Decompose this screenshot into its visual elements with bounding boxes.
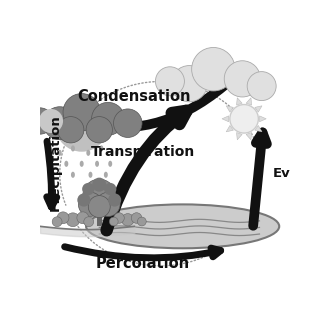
Polygon shape	[260, 116, 266, 122]
Polygon shape	[236, 132, 242, 140]
Circle shape	[82, 183, 94, 195]
Circle shape	[58, 116, 84, 143]
Circle shape	[66, 213, 80, 227]
Polygon shape	[226, 125, 233, 132]
Circle shape	[171, 66, 207, 102]
Circle shape	[109, 217, 118, 226]
Circle shape	[96, 192, 120, 216]
Ellipse shape	[115, 150, 119, 156]
Ellipse shape	[108, 161, 112, 167]
Text: Transpiration: Transpiration	[91, 145, 195, 159]
Ellipse shape	[86, 204, 279, 248]
Polygon shape	[236, 98, 242, 105]
FancyArrowPatch shape	[107, 111, 187, 230]
Circle shape	[92, 102, 124, 135]
Circle shape	[88, 196, 110, 218]
Text: Condensation: Condensation	[78, 89, 191, 104]
FancyArrowPatch shape	[65, 247, 221, 258]
Circle shape	[63, 93, 100, 131]
Circle shape	[104, 183, 116, 195]
Circle shape	[57, 212, 69, 224]
Ellipse shape	[89, 172, 92, 178]
Ellipse shape	[100, 145, 103, 151]
Circle shape	[92, 178, 106, 192]
Circle shape	[77, 212, 89, 224]
Ellipse shape	[71, 172, 75, 178]
FancyArrowPatch shape	[77, 85, 224, 130]
Circle shape	[192, 47, 235, 91]
Circle shape	[77, 193, 91, 207]
Polygon shape	[226, 106, 233, 112]
Circle shape	[78, 192, 102, 216]
Circle shape	[108, 193, 121, 207]
Ellipse shape	[58, 150, 62, 156]
Circle shape	[83, 179, 116, 212]
Circle shape	[138, 217, 146, 226]
Ellipse shape	[80, 161, 84, 167]
Ellipse shape	[86, 150, 90, 156]
Text: Percolation: Percolation	[96, 256, 190, 271]
Circle shape	[156, 67, 184, 96]
Polygon shape	[255, 106, 262, 112]
Bar	[97, 204, 102, 226]
FancyArrowPatch shape	[47, 141, 57, 207]
Circle shape	[224, 61, 260, 97]
Circle shape	[230, 105, 258, 133]
Text: Precipitation: Precipitation	[49, 114, 62, 211]
Circle shape	[39, 109, 63, 133]
Circle shape	[84, 217, 94, 227]
Circle shape	[52, 217, 62, 227]
Ellipse shape	[71, 145, 75, 151]
Polygon shape	[246, 98, 252, 105]
Polygon shape	[255, 125, 262, 132]
Circle shape	[114, 213, 124, 223]
Circle shape	[122, 214, 134, 226]
Ellipse shape	[95, 161, 99, 167]
Polygon shape	[222, 116, 229, 122]
Text: Ev: Ev	[273, 167, 290, 180]
Ellipse shape	[64, 161, 68, 167]
Circle shape	[114, 109, 142, 138]
Circle shape	[27, 108, 53, 134]
Circle shape	[43, 107, 76, 140]
Circle shape	[131, 213, 142, 223]
Ellipse shape	[104, 172, 108, 178]
Circle shape	[55, 99, 108, 152]
Polygon shape	[246, 132, 252, 140]
Circle shape	[86, 116, 112, 143]
Circle shape	[247, 72, 276, 100]
FancyArrowPatch shape	[253, 132, 267, 226]
